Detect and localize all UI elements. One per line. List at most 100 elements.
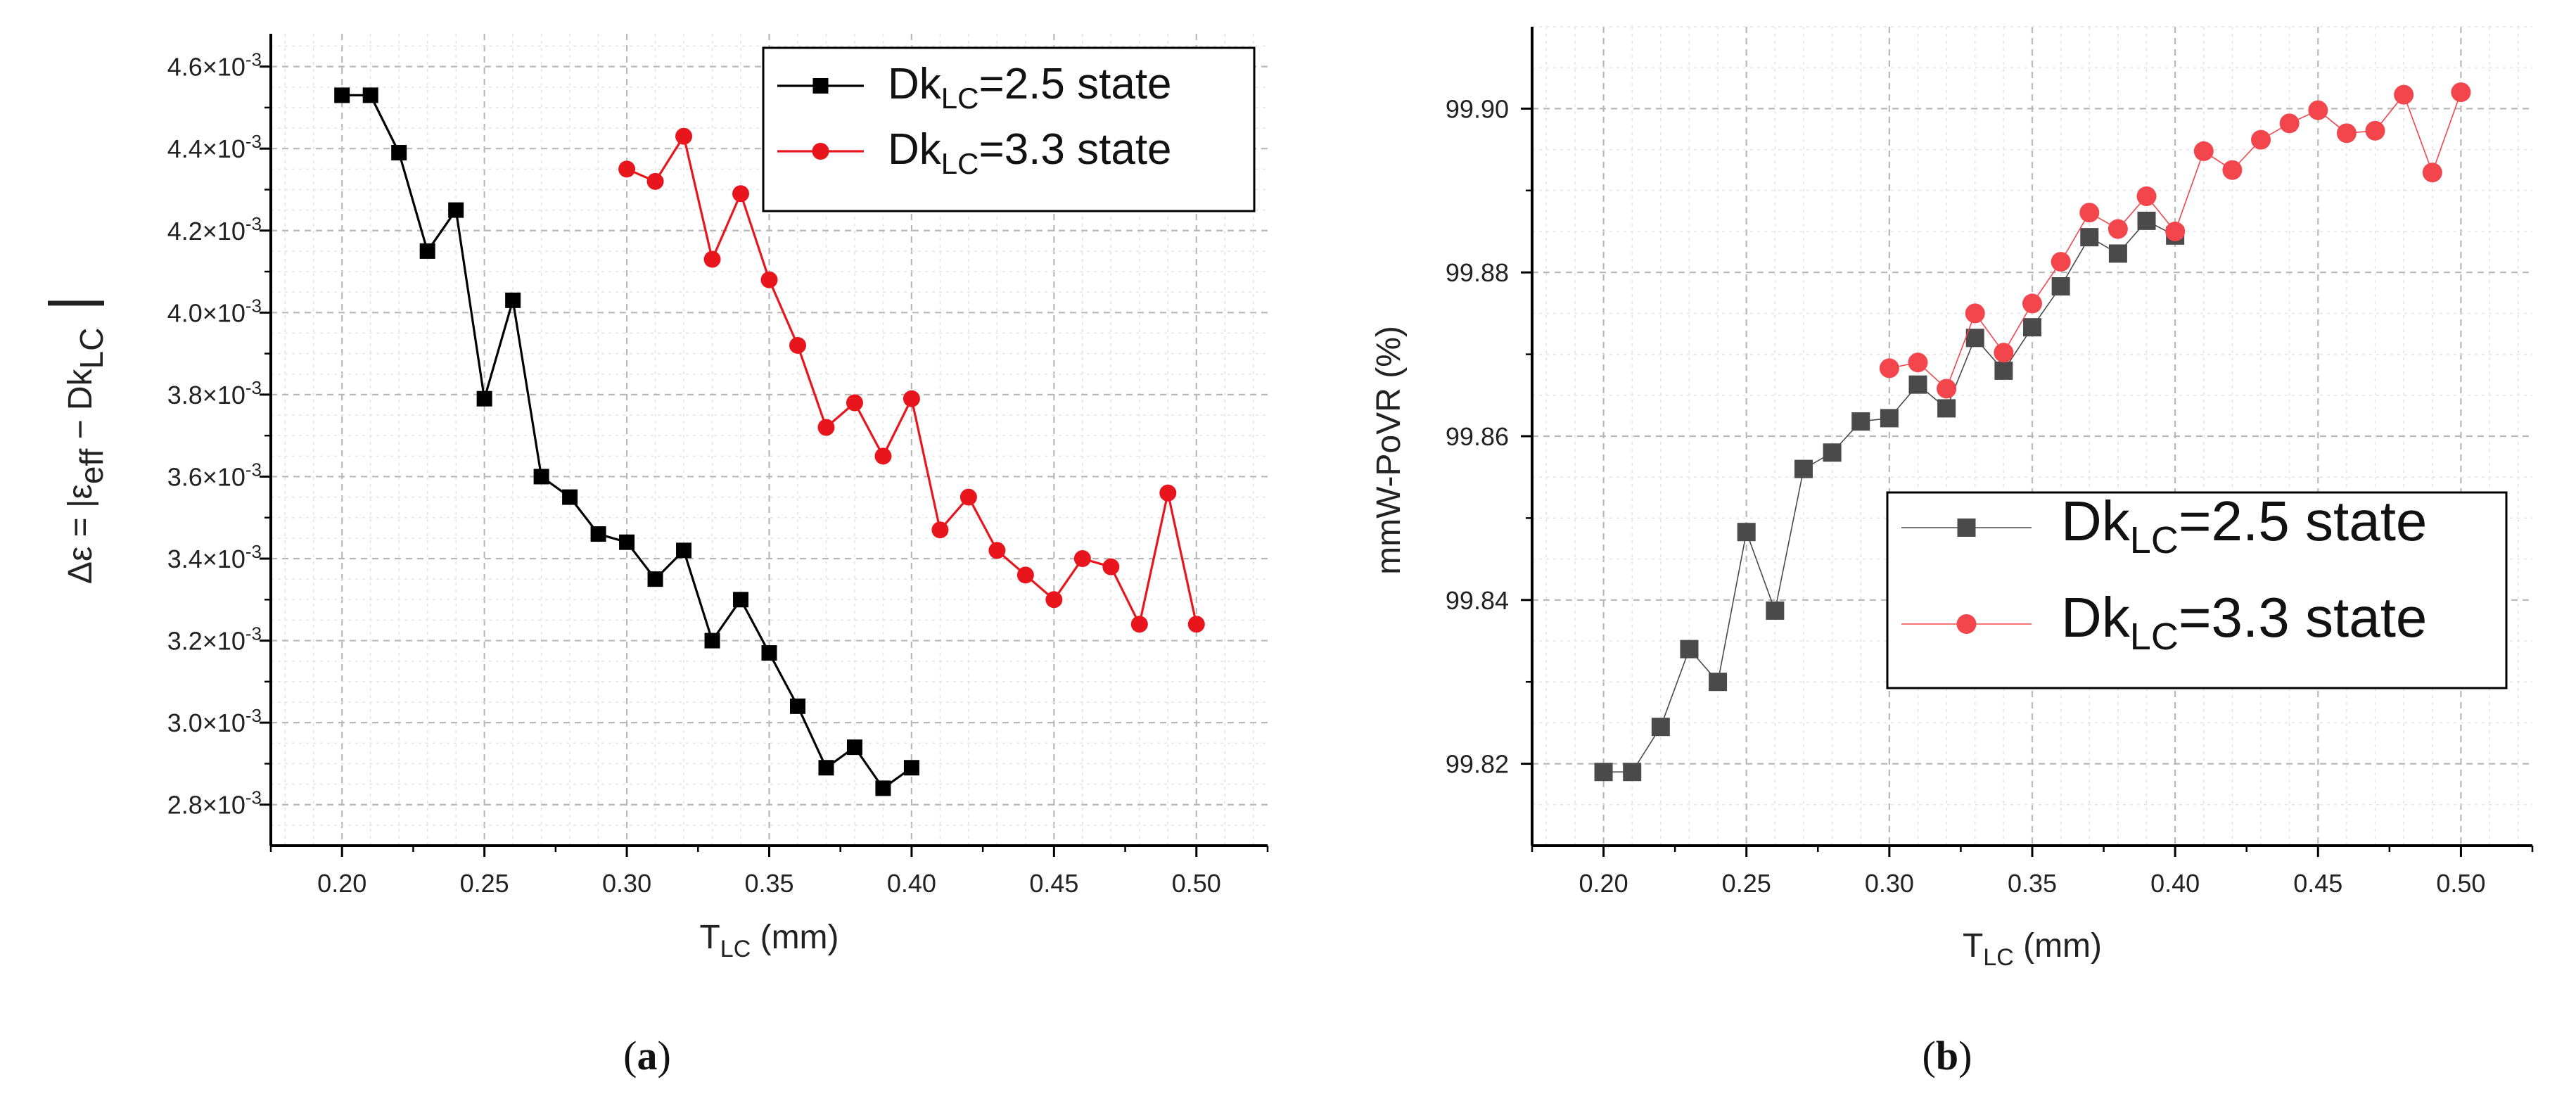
data-point [590,526,606,542]
data-point [505,292,521,308]
data-point [1880,409,1899,428]
data-point [2422,163,2442,183]
caption-letter: b [1936,1033,1958,1079]
data-point [1937,379,1957,399]
data-point [2022,293,2042,314]
data-point [733,592,749,608]
legend-marker [1956,614,1977,634]
data-point [846,739,862,756]
data-point [2108,219,2128,239]
data-point [1879,358,1899,379]
y-tick-exponent: -3 [246,295,262,316]
caption-letter: a [637,1033,658,1079]
data-point [1965,329,1984,348]
data-point [789,698,805,714]
data-point [618,160,636,178]
data-point [1045,591,1063,609]
legend: DkLC=2.5 state DkLC=3.3 state [762,46,1256,212]
legend-label: DkLC=2.5 state [2061,490,2427,561]
y-tick-exponent: -3 [246,459,262,480]
data-point [1908,375,1927,394]
y-axis-label: mmW-PoVR (%) [1370,326,1408,575]
y-tick-label: 99.90 [1446,94,1509,123]
data-point [533,469,549,485]
data-point [448,202,464,218]
data-point [789,336,806,354]
data-point [1766,601,1785,620]
data-point [419,243,435,259]
y-tick-exponent: -3 [246,705,262,726]
y-tick-label: 4.4×10-3 [167,131,262,163]
legend: DkLC=2.5 state DkLC=3.3 state [1886,490,2508,689]
data-point [2451,82,2471,103]
data-point [2308,100,2328,120]
panel-caption: (a) [623,1033,671,1079]
legend-marker [812,143,829,160]
data-point [2165,222,2186,241]
data-point [959,488,977,506]
data-point [1073,550,1091,568]
x-tick-label: 0.30 [602,869,651,898]
panel-caption: (b) [1923,1033,1972,1079]
series-2 [1879,82,2471,399]
y-tick-exponent: -3 [246,787,262,808]
data-point [1187,616,1205,633]
data-point [988,542,1006,559]
data-point [2279,113,2300,134]
data-point [2079,203,2100,223]
legend-marker [812,78,829,94]
y-axis-label: Δε = |εeff − DkLC | [38,295,110,584]
data-point [2222,160,2243,180]
x-tick-label: 0.20 [317,869,366,898]
data-point [647,571,663,587]
data-point [875,780,891,796]
x-tick-label: 0.20 [1579,869,1628,898]
y-tick-exponent: -3 [246,541,262,562]
data-point [1823,443,1842,462]
data-point [732,185,750,203]
data-point [1994,361,2013,380]
data-point [846,394,863,412]
data-point [703,250,721,268]
x-tick-label: 0.40 [2150,869,2200,898]
data-point [2080,228,2099,247]
data-point [1737,523,1756,542]
data-point [931,521,949,539]
data-point [903,760,919,776]
series-2 [618,127,1205,633]
y-tick-label: 99.86 [1446,422,1509,451]
legend-box [762,46,1256,212]
data-point [619,534,635,550]
data-point [2193,141,2214,161]
y-tick-label: 2.8×10-3 [167,787,262,820]
legend-label: DkLC=3.3 state [2061,586,2427,658]
legend-box [1886,491,2508,689]
y-tick-label: 4.0×10-3 [167,295,262,327]
y-tick-label: 3.2×10-3 [167,623,262,656]
data-point [1994,343,2014,363]
y-tick-exponent: -3 [246,213,262,234]
data-point [562,489,578,505]
data-point [1680,640,1699,659]
data-point [2023,318,2041,337]
x-axis-label: TLC (mm) [1963,927,2102,971]
y-tick-label: 3.8×10-3 [167,377,262,409]
data-point [2336,123,2357,144]
y-tick-label: 99.82 [1446,750,1509,779]
x-tick-label: 0.45 [2293,869,2342,898]
data-point [874,447,892,465]
y-tick-label: 99.88 [1446,258,1509,287]
data-point [760,271,778,288]
data-point [2251,129,2271,150]
series-1 [1594,211,2185,782]
chart-panel-b: 0.20 0.25 0.30 0.35 0.40 0.45 0.50 99.82 99.84 99… [1370,26,2534,1079]
x-tick-label: 0.45 [1029,869,1078,898]
x-axis-label: TLC (mm) [699,919,839,962]
data-point [2394,84,2414,105]
data-point [2137,211,2156,230]
x-tick-label: 0.50 [2436,869,2485,898]
y-tick-label: 4.2×10-3 [167,213,262,246]
data-point [1965,303,1985,324]
data-point [1016,566,1034,584]
